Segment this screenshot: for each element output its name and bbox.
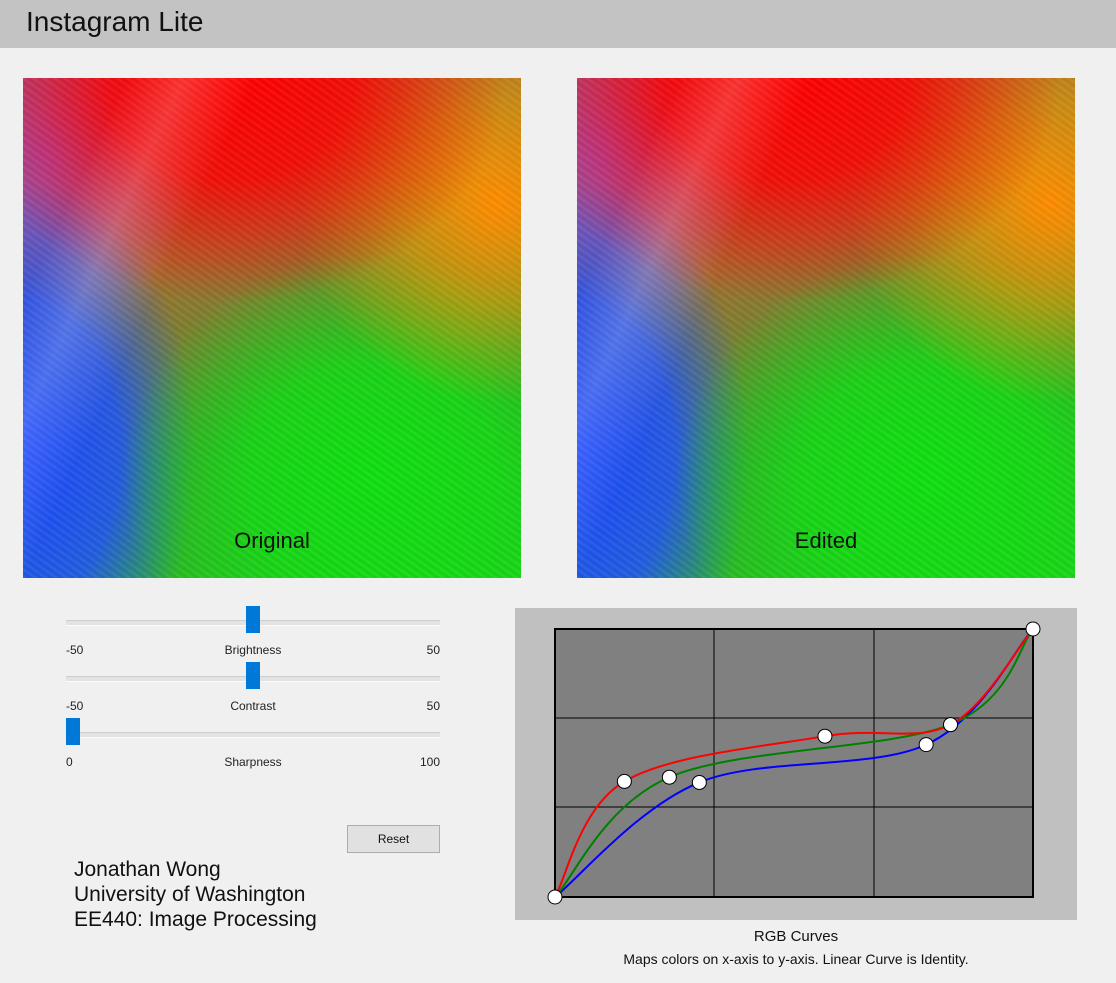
curve-end-point[interactable] bbox=[1025, 621, 1041, 637]
rgb-curves-panel bbox=[515, 608, 1077, 920]
contrast-slider[interactable]: -50 Contrast 50 bbox=[66, 662, 440, 713]
slider-name-label: Contrast bbox=[230, 699, 276, 713]
original-caption: Original bbox=[234, 528, 310, 553]
slider-max-label: 50 bbox=[426, 699, 440, 713]
slider-max-label: 50 bbox=[426, 643, 440, 657]
author-name: Jonathan Wong bbox=[74, 858, 221, 881]
blue-control-point[interactable] bbox=[691, 774, 707, 790]
slider-thumb[interactable] bbox=[246, 662, 260, 689]
red-control-point[interactable] bbox=[817, 728, 833, 744]
slider-name-label: Brightness bbox=[224, 643, 282, 657]
curves-grid-background[interactable] bbox=[554, 628, 1034, 898]
red-control-point[interactable] bbox=[616, 773, 632, 789]
rgb-curves-editor[interactable] bbox=[515, 608, 1077, 920]
slider-thumb[interactable] bbox=[66, 718, 80, 745]
slider-thumb[interactable] bbox=[246, 606, 260, 633]
slider-name-label: Sharpness bbox=[224, 755, 282, 769]
red-control-point[interactable] bbox=[943, 717, 959, 733]
reset-button[interactable]: Reset bbox=[347, 825, 440, 853]
slider-track[interactable] bbox=[66, 732, 440, 738]
original-image: Original bbox=[23, 78, 521, 578]
curves-title: RGB Curves bbox=[753, 928, 839, 945]
slider-min-label: -50 bbox=[66, 699, 84, 713]
author-course: EE440: Image Processing bbox=[74, 908, 317, 931]
green-control-point[interactable] bbox=[661, 769, 677, 785]
edited-caption: Edited bbox=[794, 528, 858, 553]
author-info: Jonathan Wong University of Washington E… bbox=[74, 857, 317, 932]
title-bar: Instagram Lite bbox=[0, 0, 1116, 48]
slider-min-label: -50 bbox=[66, 643, 84, 657]
red-curve bbox=[554, 628, 1034, 898]
curve-control-points[interactable] bbox=[547, 621, 1041, 905]
window-title: Instagram Lite bbox=[26, 6, 204, 37]
brightness-slider[interactable]: -50 Brightness 50 bbox=[66, 606, 440, 657]
slider-max-label: 100 bbox=[419, 755, 440, 769]
blue-control-point[interactable] bbox=[918, 737, 934, 753]
sharpness-slider[interactable]: 0 Sharpness 100 bbox=[66, 718, 440, 769]
slider-min-label: 0 bbox=[66, 755, 73, 769]
green-curve bbox=[554, 628, 1034, 898]
curves-description: Maps colors on x-axis to y-axis. Linear … bbox=[623, 951, 969, 967]
curve-start-point[interactable] bbox=[547, 889, 563, 905]
edited-image: Edited bbox=[577, 78, 1075, 578]
author-school: University of Washington bbox=[74, 883, 306, 906]
